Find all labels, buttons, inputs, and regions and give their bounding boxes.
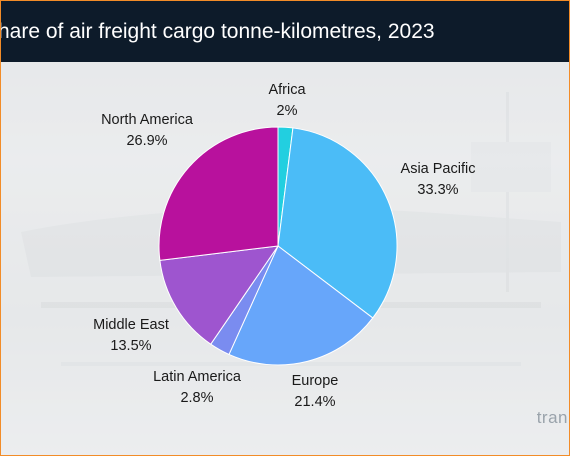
slice-label-asia-pacific: Asia Pacific 33.3% <box>401 159 476 201</box>
slice-name-middle-east: Middle East <box>93 317 169 333</box>
pie-slice-middle-east <box>159 245 280 345</box>
slice-value-north-america: 26.9% <box>126 133 168 149</box>
pie-slice-asia-pacific <box>277 127 398 319</box>
header-bar: hare of air freight cargo tonne-kilometr… <box>1 1 569 62</box>
slice-name-africa: Africa <box>268 82 306 98</box>
slice-name-asia-pacific: Asia Pacific <box>400 161 476 177</box>
slice-value-latin-america: 2.8% <box>180 390 214 406</box>
slice-name-europe: Europe <box>291 373 339 389</box>
slice-name-latin-america: Latin America <box>153 369 241 385</box>
slice-name-north-america: North America <box>101 112 193 128</box>
brand-watermark: tran <box>536 408 568 427</box>
pie-slice-north-america <box>158 126 279 261</box>
slice-value-europe: 21.4% <box>294 394 336 410</box>
slice-label-europe: Europe 21.4% <box>292 371 339 413</box>
slice-label-africa: Africa 2% <box>268 80 305 122</box>
slice-label-latin-america: Latin America 2.8% <box>153 367 241 409</box>
slice-label-middle-east: Middle East 13.5% <box>93 315 169 357</box>
slice-value-asia-pacific: 33.3% <box>417 182 459 198</box>
slice-value-africa: 2% <box>276 103 298 119</box>
chart-title: hare of air freight cargo tonne-kilometr… <box>0 20 435 43</box>
slice-value-middle-east: 13.5% <box>110 338 152 354</box>
slice-label-north-america: North America 26.9% <box>101 110 193 152</box>
